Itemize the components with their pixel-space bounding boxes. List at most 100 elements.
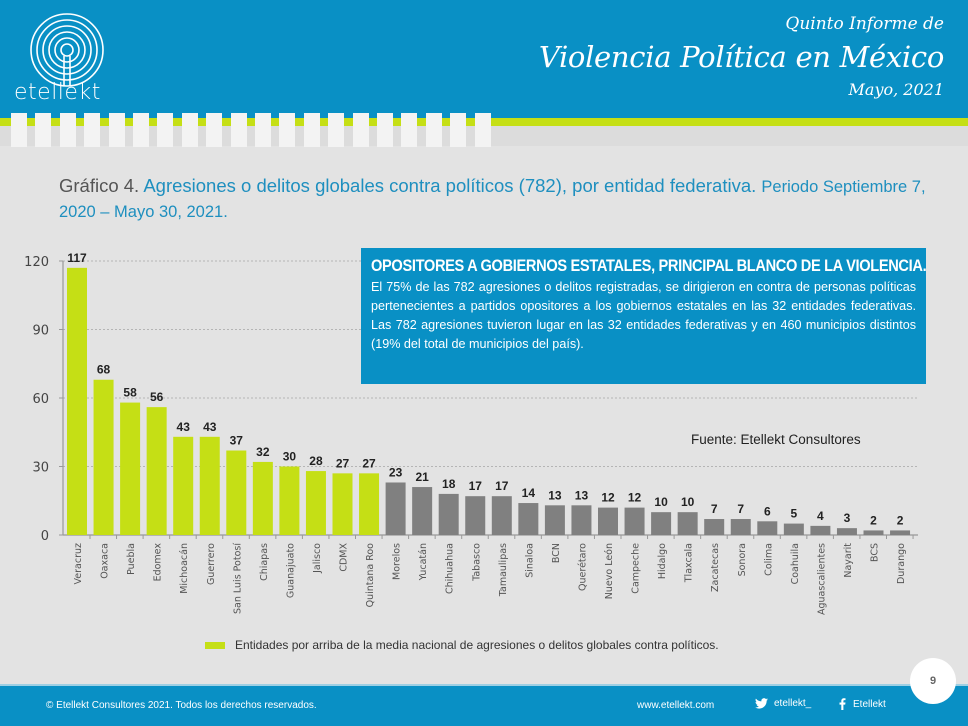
value-label: 18: [442, 477, 456, 491]
category-label: Chihuahua: [445, 543, 456, 594]
category-label: Chiapas: [259, 543, 270, 581]
value-label: 43: [177, 420, 191, 434]
footer: © Etellekt Consultores 2021. Todos los d…: [0, 684, 968, 726]
category-label: Querétaro: [577, 543, 588, 591]
category-label: BCS: [870, 543, 881, 562]
category-label: CDMX: [339, 543, 350, 572]
twitter-link[interactable]: etellekt_: [755, 698, 811, 709]
decorative-tab: [133, 113, 149, 147]
value-label: 12: [628, 491, 642, 505]
category-label: Sonora: [737, 543, 748, 576]
category-label: Michoacán: [179, 543, 190, 594]
decorative-tab: [157, 113, 174, 147]
value-label: 27: [362, 456, 376, 470]
value-label: 43: [203, 420, 217, 434]
y-tick-label: 30: [32, 461, 49, 476]
legend-label: Entidades por arriba de la media naciona…: [235, 638, 719, 652]
category-label: Quintana Roo: [365, 543, 376, 608]
facebook-icon: [839, 698, 846, 710]
decorative-tab: [35, 113, 52, 147]
twitter-handle: etellekt_: [774, 698, 812, 709]
decorative-tab: [279, 113, 296, 147]
decorative-tab: [377, 113, 393, 147]
category-label: Campeche: [631, 543, 642, 594]
bar: [465, 496, 486, 535]
bar: [863, 530, 884, 535]
bar: [757, 521, 778, 535]
bar: [730, 519, 751, 535]
value-label: 13: [575, 488, 589, 502]
chart-number: Gráfico 4.: [59, 175, 140, 196]
value-label: 27: [336, 456, 350, 470]
bar: [491, 496, 512, 535]
category-label: Veracruz: [73, 543, 84, 584]
bar: [332, 473, 353, 535]
header-banner: [0, 0, 968, 118]
value-label: 56: [150, 390, 164, 404]
report-title: Violencia Política en México: [538, 40, 944, 74]
decorative-tab: [255, 113, 271, 147]
source-note: Fuente: Etellekt Consultores: [691, 432, 861, 447]
facebook-handle: Etellekt: [853, 698, 886, 710]
y-tick-label: 120: [24, 255, 49, 270]
decorative-tabs: [0, 113, 500, 147]
bar: [518, 503, 539, 535]
category-label: Coahuila: [790, 543, 801, 584]
bar: [783, 523, 804, 535]
bar: [146, 407, 167, 535]
category-label: Tlaxcala: [684, 543, 695, 583]
category-label: Durango: [896, 543, 907, 584]
decorative-tab: [206, 113, 223, 147]
category-label: Edomex: [153, 543, 164, 582]
decorative-tab: [59, 113, 76, 147]
y-tick-label: 90: [32, 324, 49, 339]
bar: [438, 493, 459, 535]
bar: [651, 512, 672, 535]
bar: [704, 519, 725, 535]
category-label: Hidalgo: [657, 543, 668, 579]
value-label: 2: [897, 513, 904, 527]
bar: [810, 525, 831, 535]
twitter-icon: [755, 698, 768, 709]
page-number-badge: 9: [910, 658, 956, 704]
bar: [173, 436, 194, 535]
value-label: 7: [737, 502, 744, 516]
facebook-link[interactable]: Etellekt: [839, 698, 886, 710]
decorative-tab: [328, 113, 345, 147]
bar: [93, 379, 114, 535]
category-label: Morelos: [392, 543, 403, 580]
category-label: Yucatán: [418, 543, 429, 581]
website-link[interactable]: www.etellekt.com: [637, 700, 715, 711]
y-tick-label: 0: [41, 529, 49, 544]
value-label: 30: [283, 450, 297, 464]
decorative-tab: [11, 113, 27, 147]
value-label: 58: [123, 386, 137, 400]
value-label: 3: [844, 511, 851, 525]
bar: [385, 482, 406, 535]
category-label: Guanajuato: [285, 543, 296, 598]
value-label: 12: [601, 491, 615, 505]
decorative-tab: [303, 113, 320, 147]
callout-body: El 75% de las 782 agresiones o delitos r…: [371, 280, 916, 351]
value-label: 37: [230, 434, 244, 448]
value-label: 23: [389, 465, 403, 479]
value-label: 117: [67, 251, 87, 265]
bar: [305, 471, 326, 535]
legend: Entidades por arriba de la media naciona…: [205, 638, 719, 652]
value-label: 68: [97, 363, 111, 377]
decorative-tab: [401, 113, 418, 147]
value-label: 21: [415, 470, 429, 484]
category-label: Colima: [763, 543, 774, 576]
category-label: Sinaloa: [524, 543, 535, 578]
bar: [890, 530, 911, 535]
category-label: Nuevo León: [604, 543, 615, 599]
bar: [598, 507, 618, 535]
value-label: 10: [654, 495, 668, 509]
legend-swatch-above-average: [205, 641, 225, 649]
category-label: Tamaulipas: [498, 543, 509, 597]
bar: [279, 466, 300, 535]
value-label: 2: [870, 513, 877, 527]
bar: [252, 461, 273, 535]
report-date: Mayo, 2021: [848, 80, 944, 99]
decorative-tab: [352, 113, 369, 147]
